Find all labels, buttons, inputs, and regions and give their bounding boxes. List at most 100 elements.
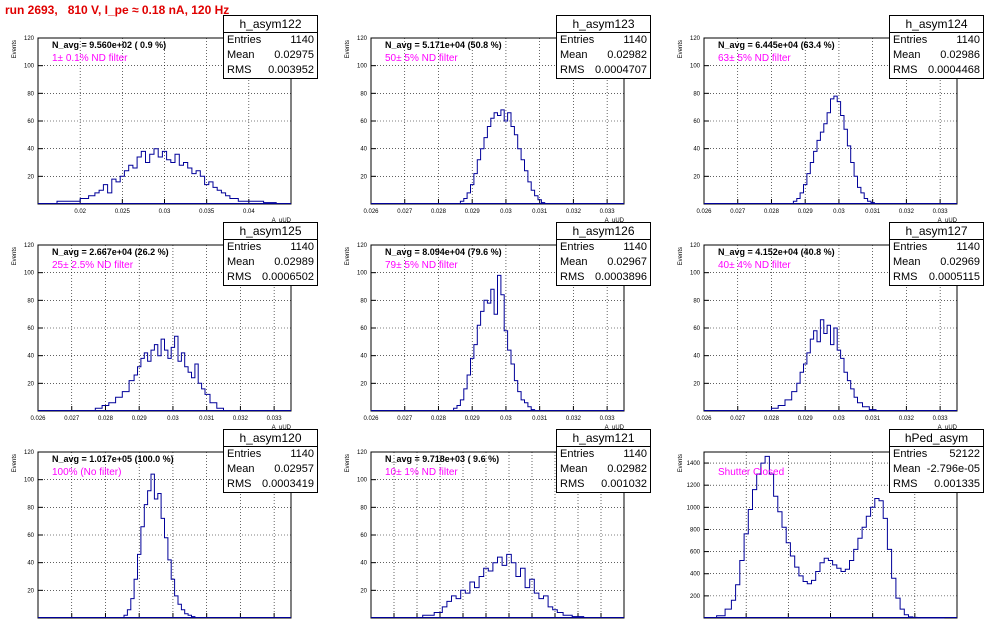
y-tick-label: 80 <box>27 91 34 97</box>
stats-entries-row: Entries 1140 <box>557 447 650 462</box>
y-axis-label: Events <box>12 40 18 58</box>
y-axis-label: Events <box>345 247 351 265</box>
stats-box: h_asym122 Entries 1140 Mean 0.02975 RMS 0.0039… <box>223 15 318 79</box>
stats-box: h_asym120 Entries 1140 Mean 0.02957 RMS 0.0003… <box>223 429 318 493</box>
y-tick-label: 100 <box>24 64 35 70</box>
histogram-line <box>123 473 196 618</box>
stats-entries-value: 1140 <box>956 241 980 253</box>
y-tick-label: 80 <box>27 505 34 511</box>
pad-h_asym124: 0.026 0.027 0.028 0.029 0.03 0.031 0.032 0.033 2… <box>666 15 996 229</box>
x-tick-label: 0.029 <box>465 416 481 422</box>
stats-mean-value: 0.02989 <box>274 256 314 268</box>
x-tick-label: 0.033 <box>933 209 949 215</box>
stats-entries-row: Entries 1140 <box>224 447 317 462</box>
stats-mean-row: Mean 0.02969 <box>890 255 983 270</box>
filter-label: 63± 5% ND filter <box>718 53 791 64</box>
stats-rms-row: RMS 0.001335 <box>890 477 983 492</box>
x-tick-label: 0.03 <box>500 416 512 422</box>
x-tick-label: 0.028 <box>98 416 114 422</box>
x-tick-label: 0.026 <box>30 416 46 422</box>
stats-rms-value: 0.001335 <box>934 478 980 490</box>
y-axis-label: Events <box>678 247 684 265</box>
y-tick-label: 40 <box>360 561 367 567</box>
y-tick-label: 20 <box>27 381 34 387</box>
y-tick-label: 60 <box>693 119 700 125</box>
x-tick-label: 0.032 <box>566 416 582 422</box>
stats-mean-row: Mean 0.02967 <box>557 255 650 270</box>
y-tick-label: 120 <box>24 36 35 42</box>
pad-h_asym123: 0.026 0.027 0.028 0.029 0.03 0.031 0.032 0.033 2… <box>333 15 663 229</box>
stats-box: h_asym125 Entries 1140 Mean 0.02989 RMS 0.0006… <box>223 222 318 286</box>
stats-box: h_asym127 Entries 1140 Mean 0.02969 RMS 0.0005… <box>889 222 984 286</box>
x-tick-label: 0.028 <box>764 209 780 215</box>
y-tick-label: 120 <box>357 450 368 456</box>
y-tick-label: 100 <box>24 478 35 484</box>
y-tick-label: 60 <box>27 326 34 332</box>
stats-mean-label: Mean <box>560 463 588 475</box>
y-tick-label: 20 <box>27 588 34 594</box>
x-tick-label: 0.033 <box>933 416 949 422</box>
y-axis-label: Events <box>345 40 351 58</box>
y-tick-label: 20 <box>693 174 700 180</box>
n-avg-label: N_avg = 9.560e+02 ( 0.9 %) <box>52 40 167 50</box>
stats-mean-value: 0.02969 <box>940 256 980 268</box>
stats-rms-value: 0.0004468 <box>928 64 980 76</box>
y-axis-label: Events <box>678 454 684 472</box>
y-tick-label: 200 <box>690 594 701 600</box>
y-tick-label: 400 <box>690 572 701 578</box>
stats-rms-row: RMS 0.003952 <box>224 63 317 78</box>
y-tick-label: 60 <box>360 533 367 539</box>
stats-title: h_asym122 <box>224 16 317 33</box>
n-avg-label: N_avg = 2.667e+04 (26.2 %) <box>52 247 169 257</box>
x-tick-label: 0.02 <box>74 209 86 215</box>
y-tick-label: 40 <box>693 354 700 360</box>
stats-mean-label: Mean <box>227 256 255 268</box>
x-tick-label: 0.03 <box>833 416 845 422</box>
x-tick-label: 0.033 <box>267 416 283 422</box>
stats-entries-value: 1140 <box>623 34 647 46</box>
n-avg-label: N_avg = 4.152e+04 (40.8 %) <box>718 247 835 257</box>
stats-entries-value: 1140 <box>290 34 314 46</box>
stats-mean-label: Mean <box>560 256 588 268</box>
stats-mean-row: Mean 0.02982 <box>557 462 650 477</box>
y-tick-label: 120 <box>24 450 35 456</box>
stats-rms-value: 0.0005115 <box>928 271 980 283</box>
y-tick-label: 20 <box>360 174 367 180</box>
y-tick-label: 1200 <box>687 483 701 489</box>
y-tick-label: 40 <box>693 147 700 153</box>
histogram-h_asym126: 0.026 0.027 0.028 0.029 0.03 0.031 0.032 0.033 2… <box>345 243 625 431</box>
x-tick-label: 0.028 <box>431 416 447 422</box>
x-tick-label: 0.032 <box>899 209 915 215</box>
filter-label: 100% (No filter) <box>52 467 122 478</box>
stats-rms-value: 0.0003419 <box>262 478 314 490</box>
stats-rms-value: 0.0006502 <box>262 271 314 283</box>
stats-mean-row: Mean 0.02982 <box>557 48 650 63</box>
filter-label: 79± 5% ND filter <box>385 260 458 271</box>
x-tick-label: 0.031 <box>199 416 215 422</box>
pad-h_asym126: 0.026 0.027 0.028 0.029 0.03 0.031 0.032 0.033 2… <box>333 222 663 436</box>
x-tick-label: 0.025 <box>115 209 131 215</box>
stats-rms-label: RMS <box>227 64 252 76</box>
stats-mean-label: Mean <box>227 49 255 61</box>
stats-entries-value: 1140 <box>290 241 314 253</box>
stats-entries-row: Entries 1140 <box>890 33 983 48</box>
stats-rms-label: RMS <box>227 271 252 283</box>
stats-entries-label: Entries <box>560 34 595 46</box>
stats-rms-value: 0.0003896 <box>595 271 647 283</box>
stats-entries-row: Entries 1140 <box>224 240 317 255</box>
y-tick-label: 100 <box>357 64 368 70</box>
y-axis-label: Events <box>345 454 351 472</box>
x-tick-label: 0.032 <box>566 209 582 215</box>
stats-entries-label: Entries <box>560 241 595 253</box>
x-tick-label: 0.033 <box>600 416 616 422</box>
x-tick-label: 0.029 <box>132 416 148 422</box>
x-tick-label: 0.032 <box>899 416 915 422</box>
pad-h_asym122: 0.02 0.025 0.03 0.035 0.04 20 40 60 80 100 120 Even… <box>0 15 330 229</box>
stats-entries-row: Entries 52122 <box>890 447 983 462</box>
x-tick-label: 0.029 <box>798 416 814 422</box>
pad-h_asym127: 0.026 0.027 0.028 0.029 0.03 0.031 0.032 0.033 2… <box>666 222 996 436</box>
x-tick-label: 0.035 <box>199 209 215 215</box>
stats-title: h_asym127 <box>890 223 983 240</box>
y-tick-label: 100 <box>690 271 701 277</box>
